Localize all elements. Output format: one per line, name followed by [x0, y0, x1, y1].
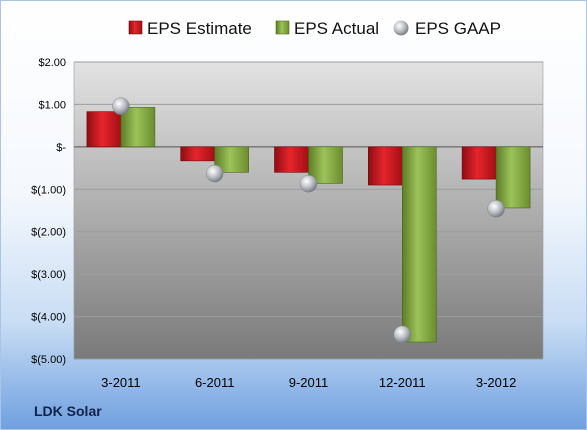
bar-eps-estimate-3-2011 [86, 111, 122, 148]
bar-eps-estimate-6-2011 [180, 146, 215, 162]
x-tick-label: 9-2011 [289, 375, 329, 390]
x-tick-label: 12-2011 [379, 375, 426, 390]
legend-label-eps-estimate: EPS Estimate [147, 19, 252, 38]
y-tick-label: $(3.00) [31, 269, 66, 281]
x-tick-label: 3-2011 [101, 375, 141, 390]
x-tick-label: 3-2012 [476, 375, 516, 390]
company-label: LDK Solar [34, 403, 102, 419]
legend-swatch-eps-estimate [128, 20, 143, 35]
y-tick-label: $(4.00) [31, 312, 66, 324]
y-axis-ticks: $2.00 $1.00 $- $(1.00) $(2.00) $(3.00) $(4.00)… [31, 57, 66, 366]
marker-eps-gaap-6-2011 [205, 164, 224, 183]
y-tick-label: $1.00 [38, 99, 66, 111]
marker-eps-gaap-12-2011 [393, 325, 411, 344]
y-tick-label: $2.00 [38, 57, 66, 69]
legend-swatch-eps-actual [275, 20, 290, 35]
bar-eps-estimate-12-2011 [367, 146, 403, 186]
marker-eps-gaap-9-2011 [299, 175, 318, 193]
x-tick-label: 6-2011 [195, 375, 235, 390]
y-tick-label: $(5.00) [31, 354, 66, 366]
legend-swatch-eps-gaap [393, 20, 409, 36]
marker-eps-gaap-3-2012 [487, 200, 505, 218]
plot-area [73, 61, 544, 360]
y-tick-label: $(1.00) [31, 184, 66, 196]
marker-eps-gaap-3-2011 [112, 97, 130, 115]
legend: EPS Estimate EPS Actual EPS GAAP [128, 19, 501, 38]
bar-eps-actual-3-2012 [495, 146, 531, 209]
bar-eps-estimate-9-2011 [274, 146, 309, 173]
legend-label-eps-actual: EPS Actual [294, 19, 379, 38]
legend-label-eps-gaap: EPS GAAP [415, 19, 501, 38]
bar-eps-actual-3-2011 [120, 107, 156, 148]
x-axis-ticks: 3-2011 6-2011 9-2011 12-2011 3-2012 [101, 375, 516, 390]
gaap-markers [112, 97, 505, 344]
y-tick-label: $(2.00) [31, 227, 66, 239]
y-tick-label: $- [56, 142, 66, 154]
bar-eps-actual-12-2011 [401, 146, 437, 343]
bar-eps-estimate-3-2012 [461, 146, 497, 180]
bars [86, 107, 531, 343]
